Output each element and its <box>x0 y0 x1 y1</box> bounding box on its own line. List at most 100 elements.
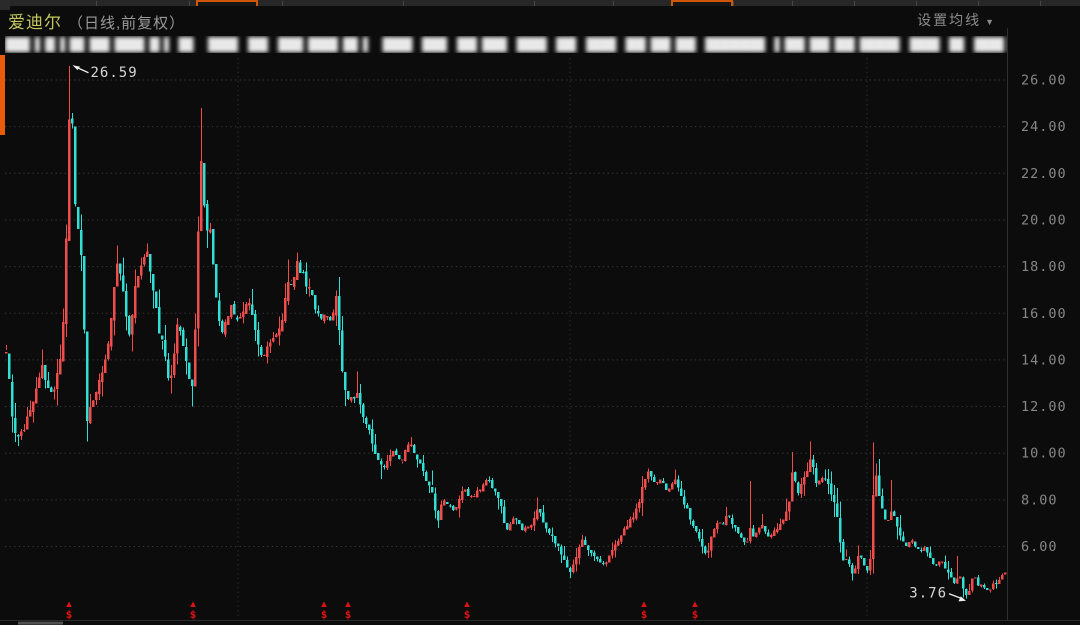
dividend-marker[interactable]: $ <box>641 601 648 622</box>
period-tab-bar[interactable] <box>0 0 1080 6</box>
candle-body <box>410 444 413 446</box>
candle-body <box>389 454 392 462</box>
candle-body <box>872 495 875 560</box>
candle-body <box>488 479 491 481</box>
candle-body <box>371 429 374 444</box>
dividend-marker[interactable]: $ <box>190 601 197 622</box>
candle-body <box>647 471 650 480</box>
candle-body <box>353 397 356 399</box>
dividend-arrow-icon <box>190 601 196 607</box>
tab-divider <box>96 1 97 6</box>
dividend-arrow-icon <box>464 601 470 607</box>
candle-body <box>326 315 329 318</box>
candle-body <box>128 315 131 335</box>
active-period-tab[interactable] <box>671 0 733 6</box>
candle-body <box>854 568 857 574</box>
candle-body <box>554 536 557 544</box>
candle-body <box>833 495 836 503</box>
candle-body <box>911 540 914 543</box>
scrollbar-stub[interactable] <box>18 621 63 625</box>
candle-body <box>26 416 29 430</box>
candle-body <box>83 255 86 330</box>
candle-body <box>173 353 176 375</box>
candle-body <box>779 524 782 530</box>
candle-body <box>56 373 59 389</box>
candle-body <box>422 463 425 472</box>
candle-body <box>878 475 881 496</box>
candle-body <box>611 549 614 556</box>
dividend-marker[interactable]: $ <box>692 601 699 622</box>
candle-body <box>101 372 104 382</box>
candle-body <box>68 119 71 241</box>
annotation-arrow-line <box>948 593 962 599</box>
candle-body <box>674 479 677 484</box>
candle-body <box>641 487 644 503</box>
candle-body <box>572 564 575 572</box>
candle-body <box>929 552 932 558</box>
candle-body <box>1001 574 1004 580</box>
candle-body <box>20 431 23 436</box>
active-period-tab[interactable] <box>196 0 258 6</box>
dividend-dollar-icon: $ <box>464 608 471 621</box>
dividend-marker[interactable]: $ <box>464 601 471 622</box>
candle-body <box>473 495 476 497</box>
candle-body <box>986 588 989 591</box>
candle-body <box>602 563 605 565</box>
candle-body <box>332 312 335 321</box>
candle-body <box>95 391 98 401</box>
candle-body <box>881 495 884 509</box>
candle-body <box>917 547 920 549</box>
candle-body <box>395 450 398 456</box>
candle-body <box>947 569 950 573</box>
candle-body <box>515 518 518 520</box>
candle-body <box>29 410 32 417</box>
candle-body <box>530 525 533 528</box>
candle-body <box>752 528 755 537</box>
candle-body <box>413 444 416 454</box>
candle-body <box>443 500 446 506</box>
candle-body <box>962 577 965 589</box>
candle-body <box>791 472 794 502</box>
y-axis-label: 12.00 <box>1021 399 1067 415</box>
dividend-marker[interactable]: $ <box>66 601 73 622</box>
dividend-marker[interactable]: $ <box>321 601 328 622</box>
candle-body <box>440 504 443 521</box>
candle-body <box>14 418 17 433</box>
candle-body <box>329 317 332 321</box>
candle-body <box>506 523 509 530</box>
candle-body <box>755 532 758 537</box>
candle-body <box>5 351 8 354</box>
candle-body <box>278 328 281 336</box>
candle-body <box>593 552 596 556</box>
candle-body <box>380 461 383 465</box>
candle-body <box>866 566 869 571</box>
candle-body <box>137 275 140 288</box>
dividend-marker[interactable]: $ <box>345 601 352 622</box>
candle-body <box>926 546 929 553</box>
tab-divider <box>282 1 283 6</box>
candle-body <box>935 564 938 566</box>
price-low-annotation: 3.76 <box>909 586 966 602</box>
candle-body <box>404 450 407 461</box>
candle-body <box>11 381 14 417</box>
candle-body <box>521 523 524 531</box>
candle-body <box>968 590 971 595</box>
ma-settings-button[interactable]: 设置均线 ▼ <box>917 10 996 30</box>
candle-body <box>113 286 116 321</box>
candle-body <box>167 359 170 379</box>
tab-divider <box>792 1 793 6</box>
tab-divider <box>1040 1 1041 6</box>
candle-body <box>164 340 167 357</box>
candle-body <box>992 583 995 590</box>
candle-body <box>92 400 95 408</box>
candle-body <box>80 229 83 255</box>
candle-body <box>434 493 437 511</box>
candle-body <box>584 539 587 546</box>
candle-body <box>725 515 728 526</box>
candle-body <box>41 365 44 378</box>
tab-divider <box>189 1 190 6</box>
candle-body <box>179 326 182 331</box>
candle-body <box>776 528 779 532</box>
